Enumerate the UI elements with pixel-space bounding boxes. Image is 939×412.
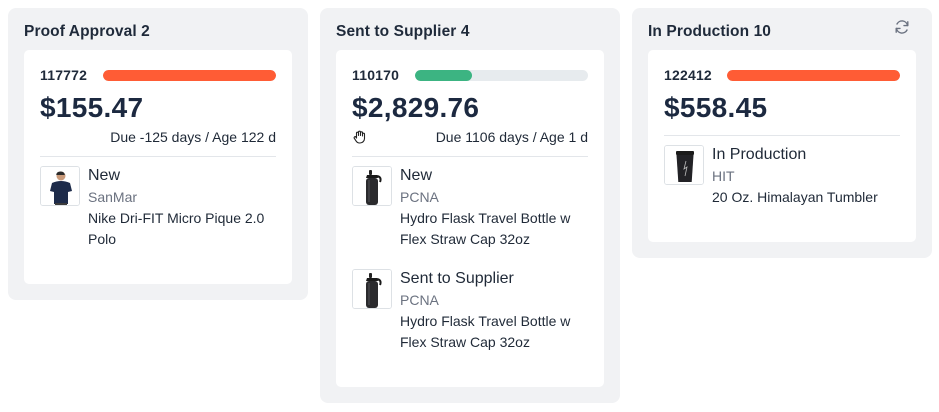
order-card[interactable]: 110170 $2,829.76 Due 1106 days / Age 1 d <box>336 50 604 387</box>
item-vendor: SanMar <box>88 189 138 205</box>
item-vendor: PCNA <box>400 292 439 308</box>
order-id: 117772 <box>40 67 88 83</box>
progress-fill <box>727 70 900 81</box>
order-amount: $155.47 <box>40 92 144 123</box>
item-vendor: HIT <box>712 168 735 184</box>
column-title: Sent to Supplier 4 <box>336 23 470 40</box>
refresh-icon[interactable] <box>894 19 910 35</box>
item-status: New <box>400 167 433 184</box>
column-title: Proof Approval 2 <box>24 23 150 40</box>
due-age-text: Due 1106 days / Age 1 d <box>435 129 588 145</box>
item-name: Hydro Flask Travel Bottle w Flex Straw C… <box>400 210 571 247</box>
order-card[interactable]: 117772 $155.47 Due -125 days / Age 122 d… <box>24 50 292 284</box>
bottle-thumbnail <box>352 269 392 309</box>
progress-bar <box>415 70 588 81</box>
order-id: 122412 <box>664 67 712 83</box>
item-status: In Production <box>712 146 807 163</box>
order-amount: $558.45 <box>664 92 768 123</box>
progress-bar <box>103 70 276 81</box>
column-sent-to-supplier: Sent to Supplier 4 110170 $2,829.76 Due … <box>320 8 620 403</box>
polo-shirt-thumbnail <box>40 166 80 206</box>
order-card[interactable]: 122412 $558.45 In Production HIT 20 Oz. … <box>648 50 916 242</box>
order-id: 110170 <box>352 67 400 83</box>
bottle-thumbnail <box>352 166 392 206</box>
due-age-text: Due -125 days / Age 122 d <box>110 129 276 145</box>
progress-fill <box>415 70 473 81</box>
item-status: New <box>88 167 121 184</box>
item-name: 20 Oz. Himalayan Tumbler <box>712 189 878 205</box>
item-status: Sent to Supplier <box>400 270 514 287</box>
divider <box>664 135 900 136</box>
progress-bar <box>727 70 900 81</box>
column-proof-approval: Proof Approval 2 117772 $155.47 Due -125… <box>8 8 308 300</box>
hand-grab-icon[interactable] <box>352 129 368 145</box>
divider <box>40 156 276 157</box>
divider <box>352 156 588 157</box>
item-name: Nike Dri-FIT Micro Pique 2.0 Polo <box>88 210 265 247</box>
column-title: In Production 10 <box>648 23 772 40</box>
item-name: Hydro Flask Travel Bottle w Flex Straw C… <box>400 313 571 350</box>
column-in-production: In Production 10 122412 $558.45 In Produ… <box>632 8 932 258</box>
order-amount: $2,829.76 <box>352 92 480 123</box>
tumbler-thumbnail <box>664 145 704 185</box>
progress-fill <box>103 70 276 81</box>
item-vendor: PCNA <box>400 189 439 205</box>
